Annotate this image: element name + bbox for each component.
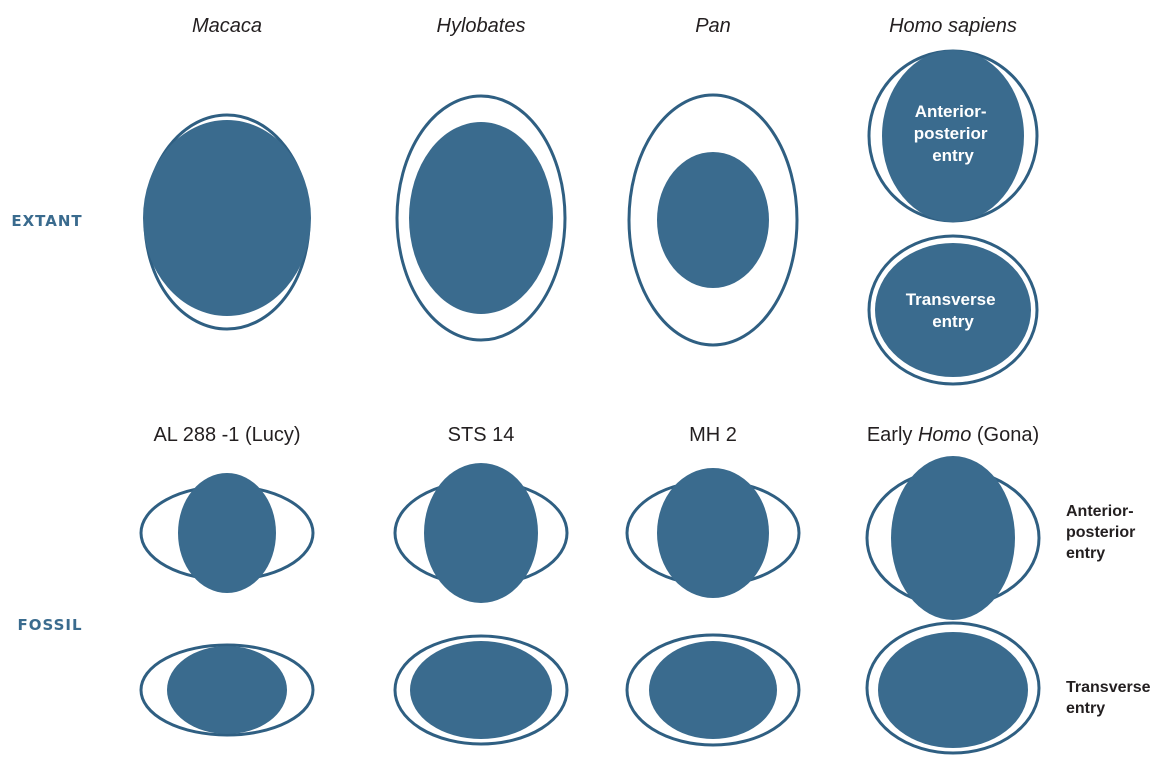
sts14-transverse-outline — [393, 634, 569, 746]
row-label-extant: EXTANT — [11, 212, 82, 230]
early-homo-transverse-inlet — [865, 621, 1041, 755]
column-label-mh2: MH 2 — [689, 424, 737, 446]
homo-sapiens-ap-inlet: Anterior- posterior entry — [867, 49, 1039, 223]
mh2-ap-fill — [657, 468, 769, 598]
early-homo-transverse-fill — [878, 632, 1028, 748]
homo-sapiens-ap-label: Anterior- posterior entry — [914, 102, 992, 165]
pan-outline — [627, 93, 799, 347]
column-label-sts14: STS 14 — [448, 424, 515, 446]
homo-sapiens-transverse-label: Transverse entry — [906, 290, 1001, 331]
column-label-pan: Pan — [695, 15, 731, 37]
sts14-transverse-fill — [410, 641, 552, 739]
side-label-ap-entry: Anterior- posterior entry — [1066, 503, 1140, 562]
column-label-macaca: Macaca — [192, 15, 262, 37]
mh2-transverse-inlet — [625, 633, 801, 747]
row-label-fossil: FOSSIL — [17, 616, 82, 634]
column-label-hylobates: Hylobates — [437, 15, 526, 37]
homo-sapiens-ap-fill — [882, 50, 1024, 222]
column-label-early-homo-gona: Early Homo (Gona) — [867, 424, 1039, 446]
lucy-transverse-outline — [139, 643, 315, 737]
lucy-ap-fill — [178, 473, 276, 593]
lucy-transverse-fill — [167, 646, 287, 734]
column-label-homo-sapiens: Homo sapiens — [889, 15, 1017, 37]
homo-sapiens-transverse-outline — [867, 234, 1039, 386]
homo-sapiens-transverse-inlet: Transverse entry — [867, 234, 1039, 386]
lucy-ap-inlet — [139, 473, 315, 593]
side-label-transverse-entry: Transverse entry — [1066, 679, 1155, 717]
macaca-fill — [143, 120, 311, 316]
hylobates-outline — [395, 94, 567, 342]
mh2-ap-inlet — [625, 468, 801, 598]
pan-inlet — [627, 93, 799, 347]
mh2-transverse-outline — [625, 633, 801, 747]
sts14-ap-inlet — [393, 463, 569, 603]
sts14-ap-fill — [424, 463, 538, 603]
early-homo-transverse-outline — [865, 621, 1041, 755]
early-homo-ap-inlet — [865, 456, 1041, 620]
early-homo-ap-fill — [891, 456, 1015, 620]
pan-fill — [657, 152, 769, 288]
homo-sapiens-transverse-fill — [875, 243, 1031, 377]
hylobates-inlet — [395, 94, 567, 342]
lucy-transverse-inlet — [139, 643, 315, 737]
mh2-transverse-fill — [649, 641, 777, 739]
sts14-transverse-inlet — [393, 634, 569, 746]
column-label-lucy: AL 288 -1 (Lucy) — [153, 424, 300, 446]
macaca-inlet — [143, 113, 311, 331]
hylobates-fill — [409, 122, 553, 314]
